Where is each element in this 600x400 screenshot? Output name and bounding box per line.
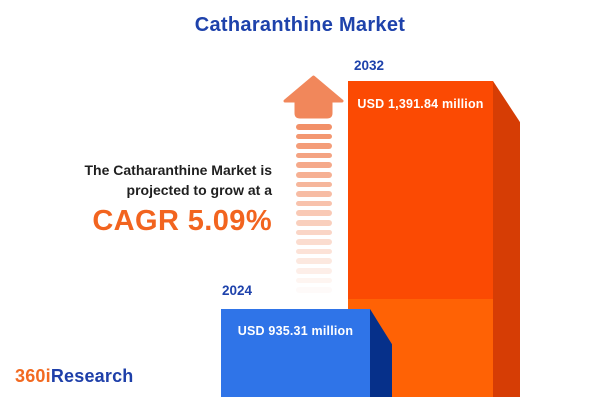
arrow-stripe — [296, 191, 332, 197]
arrow-stripe — [296, 133, 332, 140]
arrow-stripe — [296, 229, 332, 236]
growth-arrow-up-icon — [283, 75, 344, 119]
arrow-stripe — [296, 143, 332, 149]
arrow-stripe — [296, 258, 332, 264]
arrow-stripe — [296, 200, 332, 207]
arrow-stripe — [296, 248, 332, 255]
arrow-stripe — [296, 162, 332, 168]
bar-2032-3d-side — [493, 81, 520, 397]
growth-note-line1: The Catharanthine Market is — [84, 162, 273, 178]
growth-note: The Catharanthine Market is projected to… — [2, 161, 273, 238]
bar-2032-year-label: 2032 — [354, 58, 385, 73]
arrow-stripe — [296, 152, 332, 159]
page-title: Catharanthine Market — [194, 14, 406, 36]
arrow-stripe — [296, 268, 332, 274]
arrow-stripe — [296, 210, 332, 216]
logo-research: Research — [50, 366, 134, 386]
arrow-stripe — [296, 220, 332, 226]
bar-2024 — [221, 309, 370, 397]
arrow-stripe — [296, 124, 332, 130]
bar-2024-year-label: 2024 — [222, 283, 253, 298]
logo-360i: 360i — [15, 366, 51, 386]
bar-2024-value-label: USD 935.31 million — [237, 324, 354, 338]
bar-2032-value-label: USD 1,391.84 million — [357, 97, 484, 111]
cagr-value: CAGR 5.09% — [92, 205, 272, 237]
arrow-stripe — [296, 277, 332, 284]
arrow-stripe — [296, 287, 332, 293]
arrow-stripe — [296, 172, 332, 178]
company-logo: 360iResearch — [15, 366, 134, 387]
arrow-stripe — [296, 181, 332, 188]
arrow-stripe — [296, 239, 332, 245]
growth-note-line2: projected to grow at a — [126, 181, 272, 198]
